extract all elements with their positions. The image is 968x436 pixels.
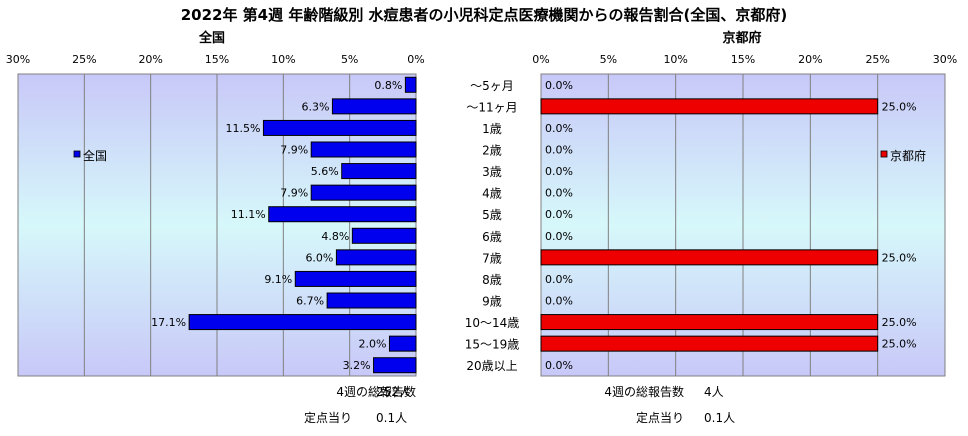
national-total-value: 252人 (376, 385, 411, 399)
kyoto-data-label: 25.0% (882, 100, 917, 113)
national-tick-label: 10% (271, 53, 295, 66)
kyoto-tick-label: 0% (532, 53, 549, 66)
national-tick-label: 0% (407, 53, 424, 66)
category-label: ～5ヶ月 (470, 79, 514, 93)
national-tick-label: 5% (341, 53, 358, 66)
national-total-label: 4週の総報告数 (336, 384, 416, 399)
national-tick-label: 25% (72, 53, 96, 66)
national-tick-label: 15% (205, 53, 229, 66)
national-data-label: 7.9% (280, 144, 308, 157)
national-bar (335, 249, 417, 266)
kyoto-data-label: 0.0% (545, 122, 573, 135)
kyoto-data-label: 0.0% (545, 359, 573, 372)
category-label: 8歳 (482, 273, 502, 287)
category-label: 9歳 (482, 295, 502, 309)
national-bar (188, 314, 417, 331)
kyoto-data-label: 0.0% (545, 144, 573, 157)
kyoto-data-label: 0.0% (545, 165, 573, 178)
kyoto-data-label: 0.0% (545, 79, 573, 92)
kyoto-data-label: 0.0% (545, 230, 573, 243)
national-legend-label: 全国 (83, 148, 107, 163)
chart-title: 2022年 第4週 年齢階級別 水痘患者の小児科定点医療機関からの報告割合(全国… (181, 6, 788, 24)
national-data-label: 7.9% (280, 187, 308, 200)
national-per-label: 定点当り (304, 410, 352, 425)
category-label: 6歳 (482, 230, 502, 244)
category-label: 3歳 (482, 165, 502, 179)
national-bar (404, 76, 417, 93)
kyoto-bar (540, 249, 879, 266)
category-label: 5歳 (482, 208, 502, 222)
kyoto-data-label: 0.0% (545, 273, 573, 286)
national-data-label: 6.3% (301, 100, 329, 113)
national-bar (268, 206, 417, 223)
national-per-value: 0.1人 (376, 411, 407, 425)
national-bar (331, 98, 417, 115)
national-data-label: 3.2% (343, 359, 371, 372)
national-data-label: 11.5% (225, 122, 260, 135)
national-bar (262, 119, 417, 136)
national-data-label: 9.1% (264, 273, 292, 286)
category-label: 1歳 (482, 122, 502, 136)
national-tick-label: 30% (6, 53, 30, 66)
national-legend-swatch (73, 150, 81, 158)
category-label: ～11ヶ月 (466, 100, 517, 114)
kyoto-data-label: 0.0% (545, 187, 573, 200)
kyoto-tick-label: 15% (731, 53, 755, 66)
national-bar (294, 270, 417, 287)
kyoto-legend-label: 京都府 (890, 148, 926, 163)
kyoto-data-label: 0.0% (545, 208, 573, 221)
kyoto-bar (540, 98, 879, 115)
national-bar (310, 184, 417, 201)
kyoto-data-label: 25.0% (882, 338, 917, 351)
kyoto-per-label: 定点当り (636, 410, 684, 425)
national-bar (326, 292, 417, 309)
kyoto-total-label: 4週の総報告数 (604, 384, 684, 399)
kyoto-total-value: 4人 (704, 385, 724, 399)
category-label: 4歳 (482, 187, 502, 201)
national-data-label: 4.8% (321, 230, 349, 243)
national-data-label: 5.6% (311, 165, 339, 178)
national-data-label: 6.0% (305, 251, 333, 264)
national-data-label: 6.7% (296, 295, 324, 308)
kyoto-tick-label: 20% (798, 53, 822, 66)
national-bar (310, 141, 417, 158)
category-label: 10～14歳 (465, 316, 520, 330)
kyoto-data-label: 0.0% (545, 295, 573, 308)
national-bar (373, 357, 417, 374)
kyoto-bar (540, 314, 879, 331)
kyoto-bar (540, 335, 879, 352)
category-label: 20歳以上 (466, 359, 517, 373)
category-label: 2歳 (482, 144, 502, 158)
kyoto-panel-title: 京都府 (722, 30, 761, 46)
national-bar (388, 335, 417, 352)
national-bar (341, 163, 417, 180)
national-data-label: 11.1% (231, 208, 266, 221)
kyoto-tick-label: 25% (865, 53, 889, 66)
category-label: 7歳 (482, 251, 502, 265)
national-bar (351, 227, 417, 244)
kyoto-per-value: 0.1人 (704, 411, 735, 425)
national-tick-label: 20% (138, 53, 162, 66)
category-label: 15～19歳 (465, 338, 520, 352)
kyoto-tick-label: 30% (933, 53, 957, 66)
kyoto-data-label: 25.0% (882, 251, 917, 264)
national-data-label: 0.8% (374, 79, 402, 92)
national-panel-title: 全国 (198, 30, 225, 46)
kyoto-data-label: 25.0% (882, 316, 917, 329)
kyoto-tick-label: 10% (663, 53, 687, 66)
national-data-label: 17.1% (151, 316, 186, 329)
national-data-label: 2.0% (359, 338, 387, 351)
kyoto-tick-label: 5% (600, 53, 617, 66)
kyoto-legend-swatch (880, 150, 888, 158)
